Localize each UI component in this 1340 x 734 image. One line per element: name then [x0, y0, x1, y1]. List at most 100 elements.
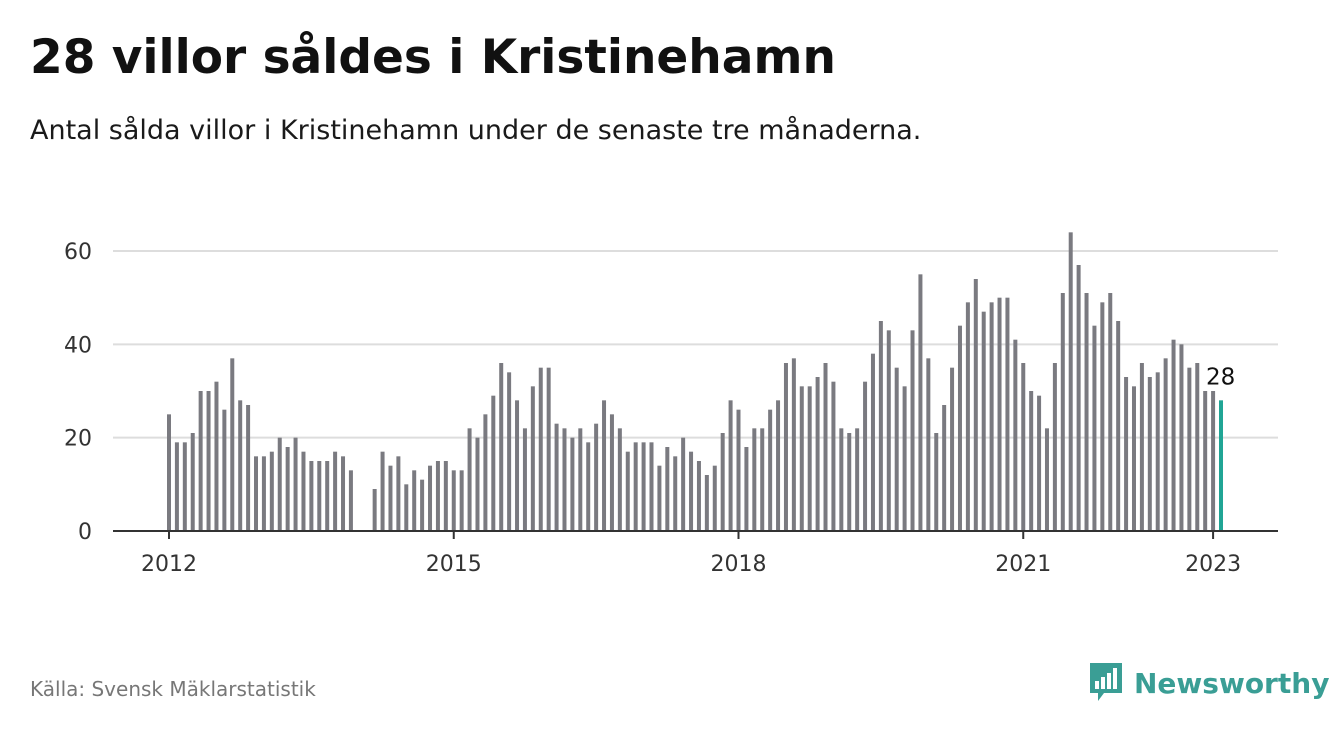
- chart-title: 28 villor såldes i Kristinehamn: [30, 30, 836, 85]
- bar: [277, 437, 282, 531]
- bar: [167, 414, 171, 531]
- bar: [1068, 232, 1073, 531]
- bar: [230, 358, 235, 531]
- bar: [965, 302, 970, 531]
- bar: [309, 461, 314, 531]
- bar: [1052, 363, 1057, 531]
- bar: [1203, 391, 1208, 531]
- bar: [261, 456, 266, 531]
- y-tick-label: 40: [64, 333, 92, 358]
- bar: [752, 428, 757, 531]
- bar: [586, 442, 591, 531]
- bar: [285, 447, 290, 531]
- bar: [633, 442, 638, 531]
- bar: [459, 470, 464, 531]
- bar: [190, 433, 195, 531]
- bar: [546, 367, 551, 531]
- bar: [957, 325, 962, 531]
- bar: [404, 484, 409, 531]
- x-tick-label: 2012: [141, 552, 197, 577]
- y-tick-label: 60: [64, 240, 92, 265]
- bar: [918, 274, 923, 531]
- chart-subtitle: Antal sålda villor i Kristinehamn under …: [30, 115, 922, 146]
- bar: [1171, 339, 1176, 531]
- bar: [776, 400, 781, 531]
- x-tick-label: 2015: [426, 552, 482, 577]
- bar: [625, 451, 630, 531]
- bar: [428, 465, 433, 531]
- bar: [562, 428, 567, 531]
- bar: [823, 363, 828, 531]
- bar: [515, 400, 520, 531]
- bar: [720, 433, 725, 531]
- bar: [673, 456, 678, 531]
- bar: [475, 437, 480, 531]
- bar: [799, 386, 804, 531]
- bar: [499, 363, 504, 531]
- x-tick-label: 2021: [995, 552, 1051, 577]
- bar: [1044, 428, 1049, 531]
- bar: [997, 297, 1002, 531]
- bar: [301, 451, 306, 531]
- bar: [483, 414, 488, 531]
- bar: [1013, 339, 1018, 531]
- bar: [341, 456, 346, 531]
- bar: [594, 423, 599, 531]
- bar: [760, 428, 765, 531]
- source-note: Källa: Svensk Mäklarstatistik: [30, 677, 316, 701]
- bar: [712, 465, 717, 531]
- bar: [973, 279, 978, 531]
- bars: 28: [167, 232, 1235, 531]
- bar: [950, 367, 955, 531]
- bar: [847, 433, 852, 531]
- bar: [198, 391, 203, 531]
- bar: [863, 381, 868, 531]
- bar: [578, 428, 583, 531]
- bar: [641, 442, 646, 531]
- bar: [348, 470, 353, 531]
- bar: [696, 461, 701, 531]
- bar: [1163, 358, 1168, 531]
- bar-highlight: [1219, 400, 1223, 531]
- bar: [238, 400, 243, 531]
- bar: [467, 428, 472, 531]
- bar: [1021, 363, 1026, 531]
- bar: [910, 330, 915, 531]
- bar: [491, 395, 496, 531]
- bar: [507, 372, 512, 531]
- bar: [870, 353, 875, 531]
- bar: [704, 475, 709, 531]
- bar: [1124, 377, 1129, 531]
- bar: [1211, 391, 1216, 531]
- bar: [1005, 297, 1010, 531]
- bar: [942, 405, 947, 531]
- bar: [926, 358, 931, 531]
- bar: [372, 489, 377, 531]
- bar: [269, 451, 274, 531]
- bar: [617, 428, 622, 531]
- brand-name: Newsworthy: [1134, 666, 1330, 700]
- bar: [182, 442, 187, 531]
- bar: [768, 409, 773, 531]
- bar: [1131, 386, 1136, 531]
- bar: [1116, 321, 1121, 531]
- bar: [570, 437, 575, 531]
- bar: [783, 363, 788, 531]
- bar: [665, 447, 670, 531]
- bar: [989, 302, 994, 531]
- bar: [554, 423, 559, 531]
- bar-chart: 28 0 20 40 60 2012 2015 2018 2021 2023: [64, 232, 1278, 577]
- bar: [815, 377, 820, 531]
- bar: [1029, 391, 1034, 531]
- bar: [1147, 377, 1152, 531]
- gridlines: [113, 250, 1278, 439]
- bar: [681, 437, 686, 531]
- bar: [530, 386, 535, 531]
- bar: [443, 461, 448, 531]
- bar: [736, 409, 741, 531]
- bar: [206, 391, 211, 531]
- bar: [1076, 265, 1081, 531]
- bar: [522, 428, 527, 531]
- bar: [1108, 293, 1113, 531]
- bar: [1037, 395, 1042, 531]
